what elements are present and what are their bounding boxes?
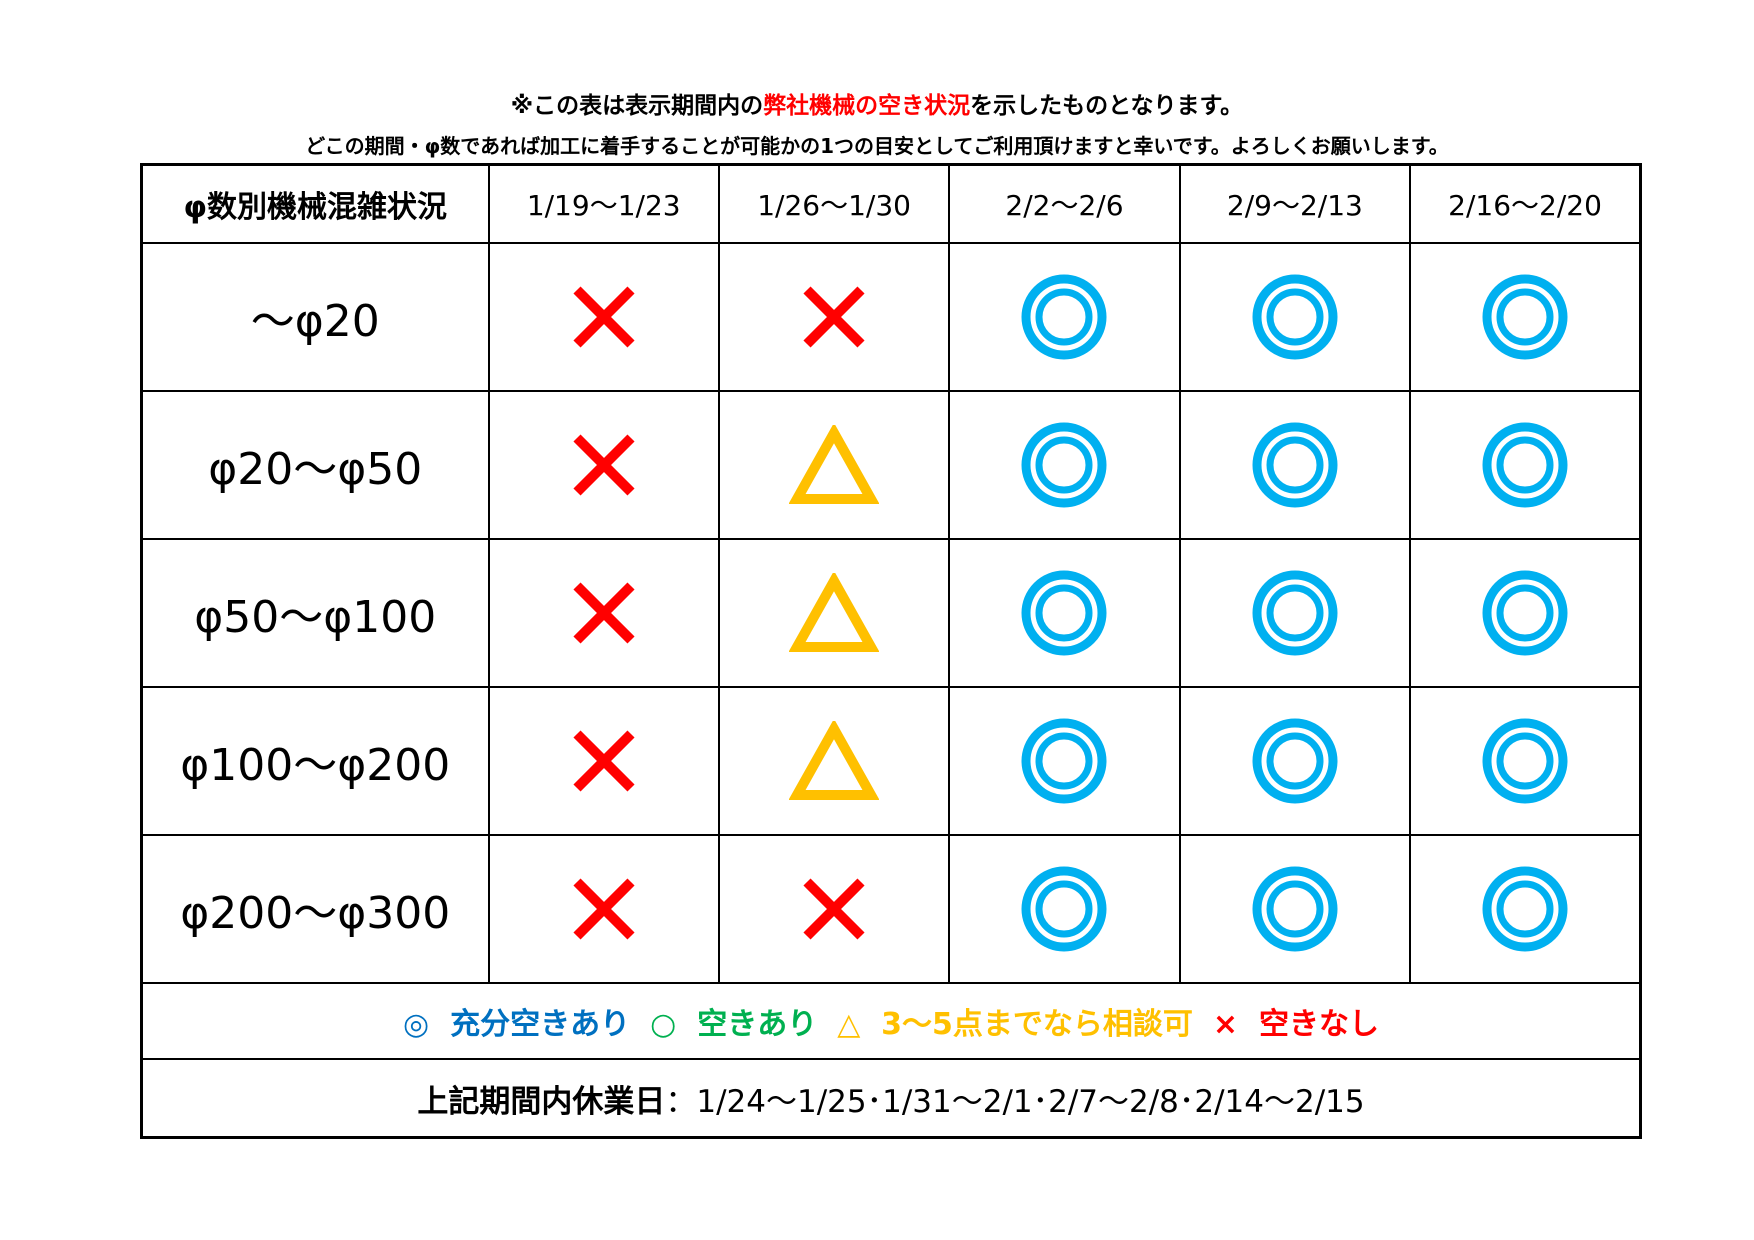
status-cell bbox=[1409, 686, 1642, 836]
cross-icon bbox=[490, 728, 718, 794]
row-label: φ20～φ50 bbox=[140, 390, 490, 540]
legend-text: 充分空きあり bbox=[450, 1007, 631, 1042]
row-label: φ50～φ100 bbox=[140, 538, 490, 688]
row-label: φ200～φ300 bbox=[140, 834, 490, 984]
status-cell bbox=[487, 390, 720, 540]
double-circle-icon bbox=[1411, 717, 1639, 805]
double-circle-icon bbox=[950, 273, 1178, 361]
table-row: φ50～φ100 bbox=[140, 538, 1642, 688]
notice-text: を示したものとなります。 bbox=[970, 93, 1244, 119]
legend-item: ○ 空きあり bbox=[650, 1007, 817, 1042]
column-header: 1/26～1/30 bbox=[717, 163, 951, 244]
table-row: φ20～φ50 bbox=[140, 390, 1642, 540]
status-cell bbox=[1409, 538, 1642, 688]
double-circle-icon bbox=[1181, 717, 1409, 805]
status-cell bbox=[1178, 242, 1412, 392]
corner-header: φ数別機械混雑状況 bbox=[140, 163, 490, 244]
double-circle-icon bbox=[1411, 865, 1639, 953]
status-cell bbox=[1178, 390, 1412, 540]
double-circle-icon bbox=[1181, 421, 1409, 509]
column-header: 2/9～2/13 bbox=[1178, 163, 1412, 244]
double-circle-icon bbox=[1411, 421, 1639, 509]
cross-icon bbox=[490, 580, 718, 646]
legend-symbol: △ bbox=[837, 1007, 861, 1042]
double-circle-icon bbox=[1181, 569, 1409, 657]
column-header: 1/19～1/23 bbox=[487, 163, 720, 244]
row-label: ～φ20 bbox=[140, 242, 490, 392]
legend-item: △ 3～5点までなら相談可 bbox=[837, 1007, 1193, 1042]
status-cell bbox=[1178, 834, 1412, 984]
legend-row: ◎ 充分空きあり ○ 空きあり △ 3～5点までなら相談可 × 空きなし bbox=[140, 982, 1642, 1060]
cross-icon bbox=[490, 876, 718, 942]
legend-item: ◎ 充分空きあり bbox=[403, 1007, 630, 1042]
notice-highlight: 弊社機械の空き状況 bbox=[763, 93, 971, 119]
legend-item: × 空きなし bbox=[1213, 1007, 1379, 1042]
status-cell bbox=[1409, 242, 1642, 392]
holiday-row: 上記期間内休業日：1/24～1/25･1/31～2/1･2/7～2/8･2/14… bbox=[140, 1058, 1642, 1139]
status-cell bbox=[948, 686, 1181, 836]
row-label: φ100～φ200 bbox=[140, 686, 490, 836]
legend: ◎ 充分空きあり ○ 空きあり △ 3～5点までなら相談可 × 空きなし bbox=[140, 982, 1642, 1060]
holidays: 上記期間内休業日：1/24～1/25･1/31～2/1･2/7～2/8･2/14… bbox=[140, 1058, 1642, 1139]
double-circle-icon bbox=[950, 421, 1178, 509]
status-cell bbox=[948, 834, 1181, 984]
status-cell bbox=[487, 686, 720, 836]
status-cell bbox=[717, 834, 951, 984]
header-row: φ数別機械混雑状況 1/19～1/23 1/26～1/30 2/2～2/6 2/… bbox=[140, 163, 1642, 244]
double-circle-icon bbox=[1411, 273, 1639, 361]
status-cell bbox=[1409, 834, 1642, 984]
holiday-label: 上記期間内休業日 bbox=[417, 1083, 666, 1120]
table-row: φ100～φ200 bbox=[140, 686, 1642, 836]
status-cell bbox=[1178, 538, 1412, 688]
notice-line-2: どこの期間・φ数であれば加工に着手することが可能かの1つの目安としてご利用頂けま… bbox=[305, 134, 1449, 158]
double-circle-icon bbox=[1181, 865, 1409, 953]
legend-symbol: × bbox=[1212, 1007, 1239, 1042]
legend-symbol: ◎ bbox=[403, 1007, 430, 1042]
status-cell bbox=[948, 390, 1181, 540]
status-cell bbox=[948, 538, 1181, 688]
status-cell bbox=[1409, 390, 1642, 540]
status-cell bbox=[717, 242, 951, 392]
triangle-icon bbox=[720, 425, 948, 505]
legend-text: 空きあり bbox=[697, 1007, 818, 1042]
triangle-icon bbox=[720, 721, 948, 801]
status-cell bbox=[1178, 686, 1412, 836]
status-cell bbox=[948, 242, 1181, 392]
holiday-dates: ：1/24～1/25･1/31～2/1･2/7～2/8･2/14～2/15 bbox=[665, 1083, 1365, 1120]
double-circle-icon bbox=[950, 865, 1178, 953]
legend-text: 空きなし bbox=[1258, 1007, 1379, 1042]
status-cell bbox=[717, 686, 951, 836]
column-header: 2/2～2/6 bbox=[948, 163, 1181, 244]
cross-icon bbox=[720, 876, 948, 942]
status-cell bbox=[717, 538, 951, 688]
cross-icon bbox=[490, 432, 718, 498]
triangle-icon bbox=[720, 573, 948, 653]
column-header: 2/16～2/20 bbox=[1409, 163, 1642, 244]
availability-table: φ数別機械混雑状況 1/19～1/23 1/26～1/30 2/2～2/6 2/… bbox=[140, 163, 1642, 1139]
double-circle-icon bbox=[950, 717, 1178, 805]
table-row: φ200～φ300 bbox=[140, 834, 1642, 984]
notice-line-1: ※この表は表示期間内の弊社機械の空き状況を示したものとなります。 bbox=[0, 86, 1754, 120]
double-circle-icon bbox=[1411, 569, 1639, 657]
cross-icon bbox=[720, 284, 948, 350]
double-circle-icon bbox=[950, 569, 1178, 657]
legend-text: 3～5点までなら相談可 bbox=[881, 1007, 1193, 1042]
status-cell bbox=[487, 538, 720, 688]
legend-symbol: ○ bbox=[650, 1007, 677, 1042]
status-cell bbox=[487, 242, 720, 392]
cross-icon bbox=[490, 284, 718, 350]
table-row: ～φ20 bbox=[140, 242, 1642, 392]
status-cell bbox=[717, 390, 951, 540]
double-circle-icon bbox=[1181, 273, 1409, 361]
status-cell bbox=[487, 834, 720, 984]
notice-text: ※この表は表示期間内の bbox=[510, 93, 764, 119]
